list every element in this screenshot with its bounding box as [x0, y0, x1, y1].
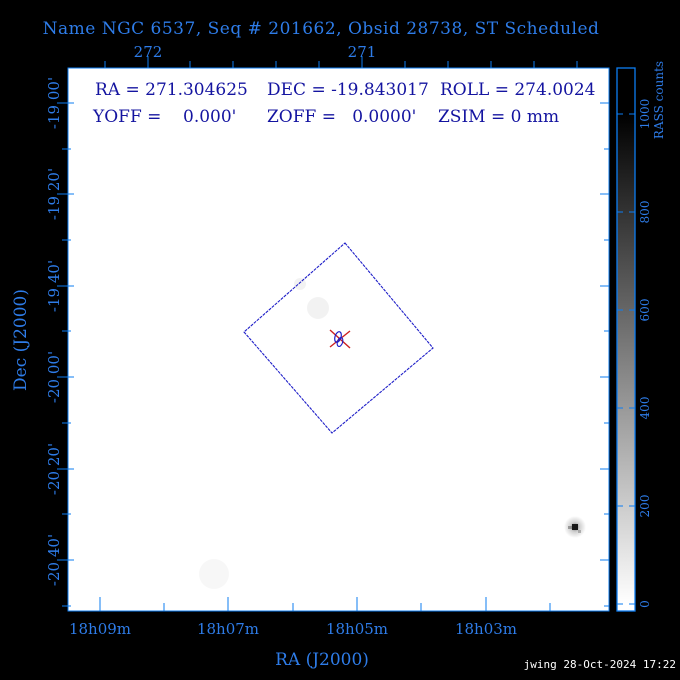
ra-axis-title: RA (J2000) [275, 650, 369, 670]
dec-tick-label: -19 20' [45, 167, 63, 221]
colorbar-title: RASS counts [652, 60, 666, 140]
plot-border [67, 67, 610, 612]
credit-timestamp: jwing 28-Oct-2024 17:22 [523, 658, 676, 671]
ra-tick-label: 18h03m [454, 620, 518, 638]
left-axis-ticks [57, 102, 74, 607]
top-tick-label: 271 [347, 43, 377, 61]
page-title: Name NGC 6537, Seq # 201662, Obsid 28738… [42, 19, 600, 39]
dec-axis-title: Dec (J2000) [11, 289, 31, 391]
colorbar-gradient [616, 67, 636, 612]
xray-source-blob [564, 516, 586, 538]
dec-value: DEC = -19.843017 [267, 80, 429, 100]
colorbar-tick-label: 800 [638, 200, 652, 224]
top-tick-label: 272 [133, 43, 163, 61]
roll-value: ROLL = 274.0024 [440, 80, 596, 100]
zoff-value: ZOFF = 0.0000' [267, 107, 417, 127]
faint-diffuse-emission [294, 278, 329, 319]
ra-tick-label: 18h07m [196, 620, 260, 638]
colorbar-tick-label: 200 [638, 494, 652, 518]
dec-tick-label: -20 00' [45, 350, 63, 404]
top-axis-ticks [104, 56, 578, 68]
right-axis-ticks [600, 102, 609, 607]
colorbar [616, 67, 636, 612]
ra-tick-label: 18h05m [325, 620, 389, 638]
axes-frame [57, 56, 610, 612]
dec-tick-label: -19 00' [45, 76, 63, 130]
bottom-axis-ticks [99, 597, 551, 611]
yoff-value: YOFF = 0.000' [93, 107, 237, 127]
colorbar-tick-label: 1000 [638, 98, 652, 130]
dec-tick-label: -19 40' [45, 259, 63, 313]
fov-outline [243, 242, 434, 434]
colorbar-tick-label: 400 [638, 396, 652, 420]
dec-tick-label: -20 40' [45, 533, 63, 587]
zsim-value: ZSIM = 0 mm [438, 107, 560, 127]
target-marker [329, 329, 351, 349]
colorbar-tick-label: 0 [638, 600, 652, 608]
ra-tick-label: 18h09m [68, 620, 132, 638]
ra-value: RA = 271.304625 [95, 80, 248, 100]
colorbar-tick-label: 600 [638, 298, 652, 322]
dec-tick-label: -20 20' [45, 442, 63, 496]
colorbar-ticks [617, 113, 635, 605]
